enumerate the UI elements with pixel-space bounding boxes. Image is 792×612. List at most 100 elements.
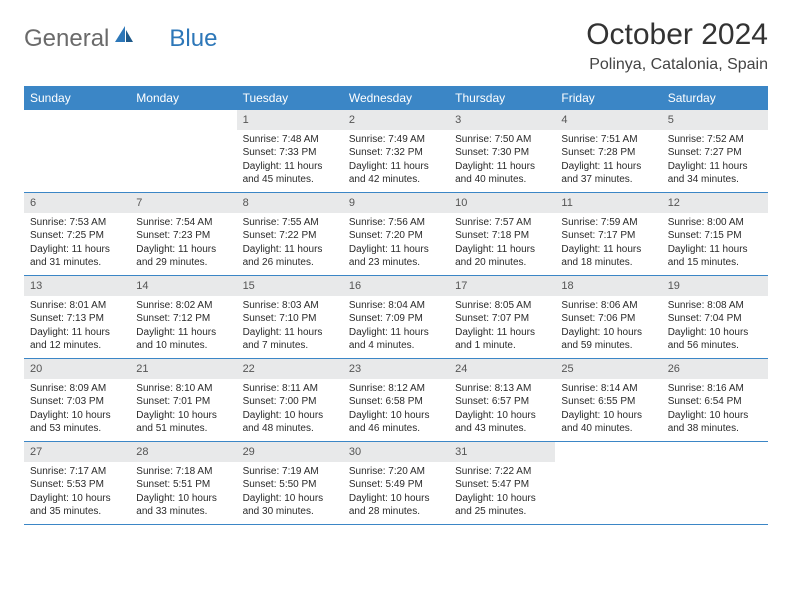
daylight-text: Daylight: 11 hours and 45 minutes.	[243, 160, 337, 187]
daylight-text: Daylight: 10 hours and 43 minutes.	[455, 409, 549, 436]
sunset-text: Sunset: 5:53 PM	[30, 478, 124, 492]
sunset-text: Sunset: 7:20 PM	[349, 229, 443, 243]
daylight-text: Daylight: 11 hours and 20 minutes.	[455, 243, 549, 270]
day-number: 4	[555, 110, 661, 130]
calendar-day: ..	[24, 110, 130, 192]
sunset-text: Sunset: 7:13 PM	[30, 312, 124, 326]
sunrise-text: Sunrise: 8:14 AM	[561, 382, 655, 396]
sunset-text: Sunset: 7:07 PM	[455, 312, 549, 326]
calendar-day: 26Sunrise: 8:16 AMSunset: 6:54 PMDayligh…	[662, 359, 768, 441]
calendar-week: 27Sunrise: 7:17 AMSunset: 5:53 PMDayligh…	[24, 442, 768, 525]
calendar-day: 18Sunrise: 8:06 AMSunset: 7:06 PMDayligh…	[555, 276, 661, 358]
sunrise-text: Sunrise: 7:18 AM	[136, 465, 230, 479]
sunset-text: Sunset: 6:54 PM	[668, 395, 762, 409]
sail-icon	[113, 24, 135, 53]
day-body: Sunrise: 7:59 AMSunset: 7:17 PMDaylight:…	[555, 213, 661, 274]
sunset-text: Sunset: 6:57 PM	[455, 395, 549, 409]
sunset-text: Sunset: 7:30 PM	[455, 146, 549, 160]
sunrise-text: Sunrise: 7:17 AM	[30, 465, 124, 479]
calendar-day: 6Sunrise: 7:53 AMSunset: 7:25 PMDaylight…	[24, 193, 130, 275]
sunrise-text: Sunrise: 8:00 AM	[668, 216, 762, 230]
day-body: Sunrise: 8:13 AMSunset: 6:57 PMDaylight:…	[449, 379, 555, 440]
day-number: 7	[130, 193, 236, 213]
calendar-day: 13Sunrise: 8:01 AMSunset: 7:13 PMDayligh…	[24, 276, 130, 358]
day-body: Sunrise: 8:01 AMSunset: 7:13 PMDaylight:…	[24, 296, 130, 357]
calendar-day: 28Sunrise: 7:18 AMSunset: 5:51 PMDayligh…	[130, 442, 236, 524]
sunset-text: Sunset: 7:09 PM	[349, 312, 443, 326]
sunset-text: Sunset: 5:50 PM	[243, 478, 337, 492]
day-number: 15	[237, 276, 343, 296]
daylight-text: Daylight: 11 hours and 23 minutes.	[349, 243, 443, 270]
day-body: Sunrise: 8:12 AMSunset: 6:58 PMDaylight:…	[343, 379, 449, 440]
daylight-text: Daylight: 11 hours and 10 minutes.	[136, 326, 230, 353]
sunset-text: Sunset: 7:33 PM	[243, 146, 337, 160]
day-number: 16	[343, 276, 449, 296]
day-body: Sunrise: 8:11 AMSunset: 7:00 PMDaylight:…	[237, 379, 343, 440]
day-body: Sunrise: 7:19 AMSunset: 5:50 PMDaylight:…	[237, 462, 343, 523]
sunset-text: Sunset: 7:22 PM	[243, 229, 337, 243]
weekday-label: Monday	[130, 86, 236, 110]
daylight-text: Daylight: 10 hours and 48 minutes.	[243, 409, 337, 436]
day-body: Sunrise: 8:05 AMSunset: 7:07 PMDaylight:…	[449, 296, 555, 357]
sunset-text: Sunset: 5:51 PM	[136, 478, 230, 492]
weekday-label: Saturday	[662, 86, 768, 110]
sunrise-text: Sunrise: 8:09 AM	[30, 382, 124, 396]
calendar-day: 4Sunrise: 7:51 AMSunset: 7:28 PMDaylight…	[555, 110, 661, 192]
calendar-day: 30Sunrise: 7:20 AMSunset: 5:49 PMDayligh…	[343, 442, 449, 524]
header-right: October 2024 Polinya, Catalonia, Spain	[586, 18, 768, 74]
logo-text-blue: Blue	[169, 25, 217, 53]
sunset-text: Sunset: 5:49 PM	[349, 478, 443, 492]
sunset-text: Sunset: 7:32 PM	[349, 146, 443, 160]
day-number: 21	[130, 359, 236, 379]
daylight-text: Daylight: 11 hours and 12 minutes.	[30, 326, 124, 353]
calendar-week: 13Sunrise: 8:01 AMSunset: 7:13 PMDayligh…	[24, 276, 768, 359]
daylight-text: Daylight: 11 hours and 1 minute.	[455, 326, 549, 353]
calendar-day: 8Sunrise: 7:55 AMSunset: 7:22 PMDaylight…	[237, 193, 343, 275]
sunrise-text: Sunrise: 8:02 AM	[136, 299, 230, 313]
day-body: Sunrise: 8:03 AMSunset: 7:10 PMDaylight:…	[237, 296, 343, 357]
sunset-text: Sunset: 7:18 PM	[455, 229, 549, 243]
calendar-day: 15Sunrise: 8:03 AMSunset: 7:10 PMDayligh…	[237, 276, 343, 358]
sunrise-text: Sunrise: 7:54 AM	[136, 216, 230, 230]
sunrise-text: Sunrise: 7:55 AM	[243, 216, 337, 230]
day-body: Sunrise: 8:10 AMSunset: 7:01 PMDaylight:…	[130, 379, 236, 440]
calendar-day: 14Sunrise: 8:02 AMSunset: 7:12 PMDayligh…	[130, 276, 236, 358]
calendar-day: 22Sunrise: 8:11 AMSunset: 7:00 PMDayligh…	[237, 359, 343, 441]
sunrise-text: Sunrise: 8:11 AM	[243, 382, 337, 396]
sunset-text: Sunset: 7:01 PM	[136, 395, 230, 409]
sunset-text: Sunset: 7:25 PM	[30, 229, 124, 243]
calendar-day: 5Sunrise: 7:52 AMSunset: 7:27 PMDaylight…	[662, 110, 768, 192]
logo-text-general: General	[24, 25, 109, 53]
daylight-text: Daylight: 10 hours and 38 minutes.	[668, 409, 762, 436]
calendar-day: 29Sunrise: 7:19 AMSunset: 5:50 PMDayligh…	[237, 442, 343, 524]
sunrise-text: Sunrise: 7:19 AM	[243, 465, 337, 479]
day-number: 19	[662, 276, 768, 296]
daylight-text: Daylight: 10 hours and 35 minutes.	[30, 492, 124, 519]
sunset-text: Sunset: 7:04 PM	[668, 312, 762, 326]
sunrise-text: Sunrise: 7:50 AM	[455, 133, 549, 147]
day-number: 27	[24, 442, 130, 462]
sunrise-text: Sunrise: 8:01 AM	[30, 299, 124, 313]
daylight-text: Daylight: 10 hours and 33 minutes.	[136, 492, 230, 519]
calendar-day: 1Sunrise: 7:48 AMSunset: 7:33 PMDaylight…	[237, 110, 343, 192]
calendar-day: ..	[130, 110, 236, 192]
calendar-day: 11Sunrise: 7:59 AMSunset: 7:17 PMDayligh…	[555, 193, 661, 275]
day-body: Sunrise: 8:09 AMSunset: 7:03 PMDaylight:…	[24, 379, 130, 440]
sunrise-text: Sunrise: 8:12 AM	[349, 382, 443, 396]
sunrise-text: Sunrise: 7:56 AM	[349, 216, 443, 230]
daylight-text: Daylight: 10 hours and 25 minutes.	[455, 492, 549, 519]
daylight-text: Daylight: 11 hours and 7 minutes.	[243, 326, 337, 353]
day-number: 13	[24, 276, 130, 296]
calendar-week: 20Sunrise: 8:09 AMSunset: 7:03 PMDayligh…	[24, 359, 768, 442]
day-number: 5	[662, 110, 768, 130]
calendar-day: 21Sunrise: 8:10 AMSunset: 7:01 PMDayligh…	[130, 359, 236, 441]
weekday-label: Thursday	[449, 86, 555, 110]
day-body: Sunrise: 7:56 AMSunset: 7:20 PMDaylight:…	[343, 213, 449, 274]
sunset-text: Sunset: 7:15 PM	[668, 229, 762, 243]
day-body: Sunrise: 7:49 AMSunset: 7:32 PMDaylight:…	[343, 130, 449, 191]
sunrise-text: Sunrise: 7:51 AM	[561, 133, 655, 147]
day-number: 18	[555, 276, 661, 296]
day-number: 30	[343, 442, 449, 462]
month-title: October 2024	[586, 18, 768, 52]
day-number: 6	[24, 193, 130, 213]
